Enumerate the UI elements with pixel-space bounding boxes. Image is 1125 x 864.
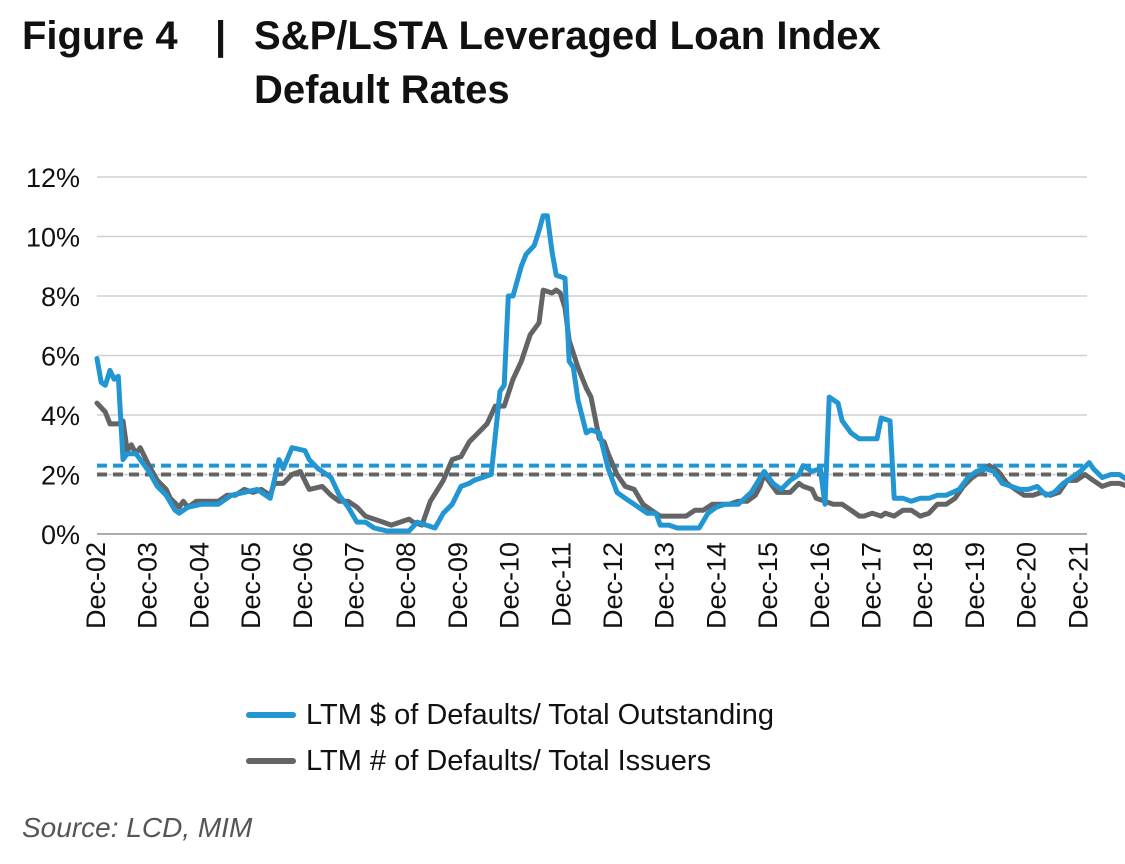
x-tick-label: Dec-02 [81,542,111,629]
x-tick-label: Dec-07 [340,542,370,629]
y-tick-label: 12% [26,163,80,193]
x-tick-label: Dec-09 [443,542,473,629]
legend-swatch-count [246,758,296,764]
title-line-2: Default Rates [254,68,510,112]
x-tick-label: Dec-13 [650,542,680,629]
x-tick-label: Dec-06 [288,542,318,629]
legend: LTM $ of Defaults/ Total Outstanding LTM… [246,692,774,784]
legend-item-dollar: LTM $ of Defaults/ Total Outstanding [246,692,774,738]
x-tick-label: Dec-12 [598,542,628,629]
x-tick-label: Dec-15 [753,542,783,629]
x-tick-label: Dec-14 [701,542,731,629]
series-line-0 [94,213,1125,534]
source-note: Source: LCD, MIM [22,812,253,843]
y-tick-label: 2% [41,461,80,491]
x-tick-label: Dec-04 [184,542,214,629]
x-tick-label: Dec-19 [960,542,990,629]
legend-swatch-dollar [246,712,296,718]
x-tick-label: Dec-05 [236,542,266,629]
legend-item-count: LTM # of Defaults/ Total Issuers [246,738,774,784]
series-line-1 [94,287,1125,528]
x-tick-label: Dec-08 [391,542,421,629]
x-tick-label: Dec-21 [1063,542,1093,629]
y-tick-label: 4% [41,401,80,431]
figure-label: Figure 4 [22,14,178,58]
line-chart: 0% 2% 4% 6% 8% 10% 12% Dec-02 Dec-03 Dec-04 Dec-0… [26,163,1125,629]
x-tick-label: Dec-10 [495,542,525,629]
y-tick-label: 0% [41,520,80,550]
x-tick-label: Dec-03 [133,542,163,629]
x-tick-label: Dec-11 [546,542,576,627]
legend-label-count: LTM # of Defaults/ Total Issuers [306,744,712,777]
legend-label-dollar: LTM $ of Defaults/ Total Outstanding [306,698,775,731]
x-tick-label: Dec-20 [1012,542,1042,629]
x-tick-label: Dec-16 [805,542,835,629]
title-line-1: S&P/LSTA Leveraged Loan Index [254,14,881,58]
x-tick-label: Dec-17 [857,542,887,629]
title-separator: | [215,14,227,58]
y-tick-label: 8% [41,282,80,312]
y-tick-label: 6% [41,342,80,372]
y-tick-label: 10% [26,223,80,253]
x-tick-label: Dec-18 [908,542,938,629]
